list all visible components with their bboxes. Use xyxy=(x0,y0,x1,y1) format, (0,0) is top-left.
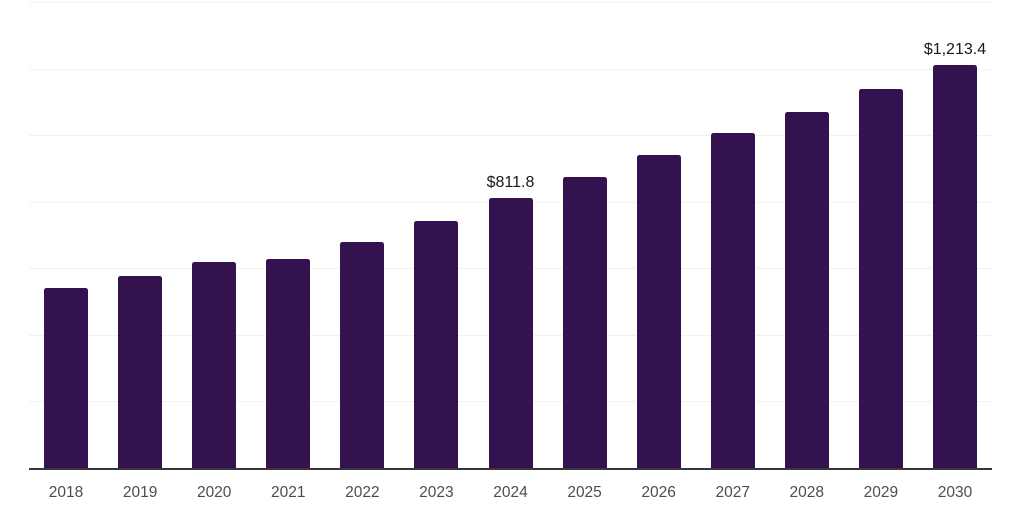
bar-2027 xyxy=(710,133,755,468)
value-label-2030: $1,213.4 xyxy=(923,40,987,58)
value-label-2024: $811.8 xyxy=(486,174,535,192)
x-tick-2020: 2020 xyxy=(196,484,232,501)
x-tick-2029: 2029 xyxy=(863,484,899,501)
gridline-1000 xyxy=(29,135,992,136)
bar-2018 xyxy=(44,288,89,468)
bar-2024 xyxy=(488,198,533,468)
bar-2025 xyxy=(562,177,607,468)
x-tick-2025: 2025 xyxy=(567,484,602,501)
gridline-1200 xyxy=(29,68,992,70)
x-tick-2030: 2030 xyxy=(937,484,973,501)
x-tick-2023: 2023 xyxy=(419,484,454,501)
plot-area: $811.8 $1,213.4 xyxy=(29,0,992,470)
x-tick-2024: 2024 xyxy=(493,484,528,501)
bar-2022 xyxy=(340,241,385,468)
x-tick-2027: 2027 xyxy=(715,484,750,501)
x-tick-2028: 2028 xyxy=(789,484,825,501)
bar-2026 xyxy=(636,155,681,468)
x-tick-2022: 2022 xyxy=(345,484,380,501)
x-tick-2018: 2018 xyxy=(48,484,84,501)
bar-2023 xyxy=(414,220,459,468)
bar-2021 xyxy=(266,259,311,468)
bar-2028 xyxy=(784,111,829,468)
gridline-1400 xyxy=(29,2,992,3)
bar-2030 xyxy=(932,64,977,468)
bar-2019 xyxy=(118,275,163,468)
x-tick-2021: 2021 xyxy=(271,484,306,501)
x-tick-2026: 2026 xyxy=(641,484,676,501)
x-tick-2019: 2019 xyxy=(122,484,158,501)
bar-2029 xyxy=(858,88,903,468)
bar-2020 xyxy=(192,261,237,468)
